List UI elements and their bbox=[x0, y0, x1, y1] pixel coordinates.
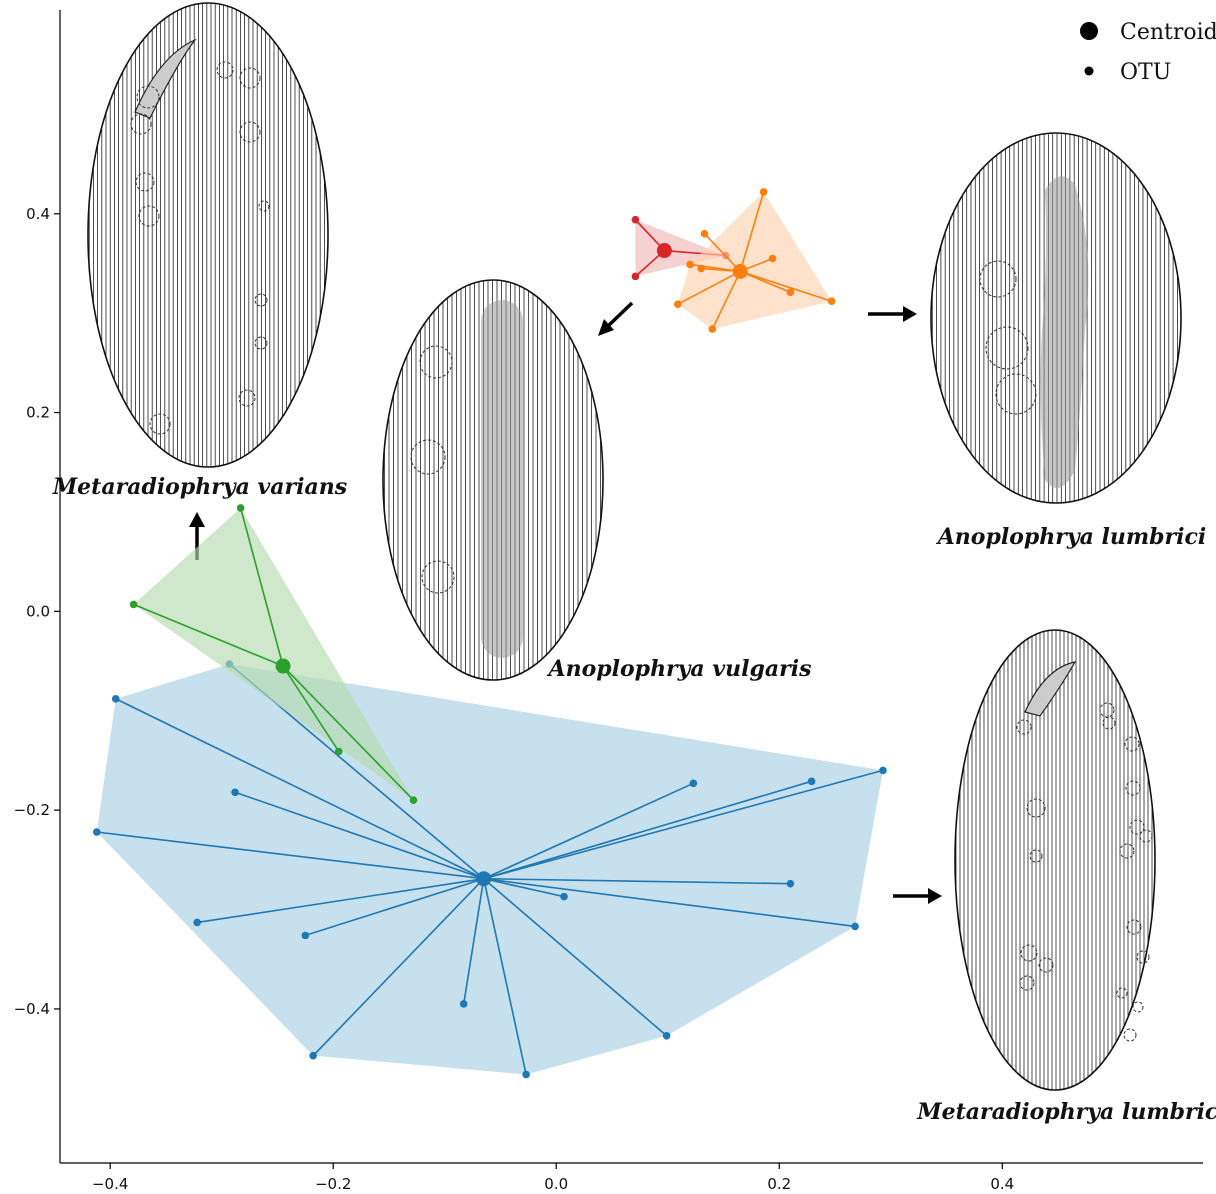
spoke-line bbox=[483, 877, 565, 898]
species-labels: Metaradiophrya varians Anoplophrya vulga… bbox=[52, 474, 1216, 1125]
spoke-line bbox=[677, 270, 741, 305]
otu-point bbox=[827, 297, 836, 306]
otu-point bbox=[786, 288, 795, 297]
cluster-hull bbox=[96, 664, 883, 1075]
x-tick-label: 0.4 bbox=[990, 1175, 1014, 1193]
spoke-line bbox=[96, 831, 484, 880]
otu-point bbox=[129, 600, 138, 609]
cluster-1 bbox=[129, 504, 418, 805]
label-anoplophrya-vulgaris: Anoplophrya vulgaris bbox=[547, 656, 812, 682]
spoke-line bbox=[482, 878, 527, 1075]
cluster-hull bbox=[635, 219, 726, 277]
otu-point bbox=[689, 779, 698, 788]
otu-point bbox=[662, 1031, 671, 1040]
spoke-line bbox=[282, 665, 415, 801]
otu-point bbox=[522, 1070, 530, 1079]
otu-point bbox=[193, 918, 201, 927]
spoke-line bbox=[197, 877, 484, 924]
otu-point bbox=[786, 879, 795, 888]
otu-point bbox=[111, 695, 120, 703]
centroid-point bbox=[656, 243, 672, 259]
otu-point bbox=[851, 922, 859, 931]
x-tick-label: −0.4 bbox=[92, 1175, 128, 1193]
spoke-line bbox=[483, 877, 791, 885]
x-tick-label: 0.0 bbox=[544, 1175, 568, 1193]
otu-point bbox=[768, 254, 777, 263]
y-tick-label: 0.2 bbox=[26, 404, 50, 422]
spoke-line bbox=[312, 878, 485, 1057]
spoke-line bbox=[115, 698, 485, 880]
axes: −0.4 −0.2 0.0 0.2 0.4 −0.4 −0.2 0.0 0.2 0.4 bbox=[14, 10, 1203, 1193]
spoke-line bbox=[133, 603, 284, 667]
otu-point bbox=[673, 300, 682, 309]
spoke-line bbox=[483, 878, 668, 1037]
spoke-line bbox=[483, 782, 694, 880]
otu-point bbox=[631, 272, 640, 281]
metaradiophrya-lumbrici-illustration bbox=[954, 629, 1156, 1091]
anoplophrya-vulgaris-illustration bbox=[382, 279, 604, 681]
arrow-down-left-icon bbox=[598, 301, 634, 336]
spoke-line bbox=[305, 877, 484, 937]
spoke-line bbox=[483, 877, 856, 928]
spoke-line bbox=[711, 271, 741, 330]
otu-point bbox=[459, 1000, 468, 1008]
legend-centroid-marker bbox=[1080, 22, 1098, 40]
centroid-point bbox=[732, 263, 748, 279]
otu-point bbox=[759, 188, 768, 196]
y-tick-label: −0.4 bbox=[14, 1000, 50, 1018]
spoke-line bbox=[239, 507, 284, 667]
spoke-line bbox=[462, 878, 485, 1005]
legend-centroid-label: Centroid bbox=[1120, 20, 1216, 45]
otu-point bbox=[879, 766, 887, 775]
spoke-line bbox=[483, 780, 812, 880]
otu-point bbox=[560, 892, 568, 901]
metaradiophrya-varians-illustration bbox=[87, 2, 329, 468]
otu-point bbox=[231, 788, 239, 797]
otu-point bbox=[309, 1051, 317, 1060]
centroid-point bbox=[275, 658, 291, 674]
spoke-line bbox=[703, 233, 741, 272]
spoke-line bbox=[739, 270, 832, 302]
otu-point bbox=[700, 229, 709, 238]
y-tick-label: 0.0 bbox=[26, 602, 50, 620]
otu-point bbox=[409, 796, 418, 805]
spoke-line bbox=[234, 791, 485, 880]
otu-point bbox=[708, 325, 717, 333]
arrows bbox=[189, 301, 942, 904]
legend-otu-marker bbox=[1084, 66, 1094, 76]
anoplophrya-lumbrici-illustration bbox=[930, 132, 1182, 504]
otu-point bbox=[807, 777, 816, 786]
legend-otu-label: OTU bbox=[1120, 60, 1171, 85]
x-tick-label: 0.2 bbox=[767, 1175, 791, 1193]
y-tick-label: 0.4 bbox=[26, 205, 50, 223]
legend: Centroid OTU bbox=[1080, 20, 1216, 85]
y-tick-label: −0.2 bbox=[14, 801, 50, 819]
otu-point bbox=[697, 264, 705, 273]
spoke-line bbox=[282, 665, 340, 752]
x-tick-label: −0.2 bbox=[315, 1175, 351, 1193]
arrow-right-icon bbox=[893, 888, 942, 904]
label-anoplophrya-lumbrici: Anoplophrya lumbrici bbox=[936, 524, 1207, 550]
label-metaradiophrya-varians: Metaradiophrya varians bbox=[52, 474, 347, 500]
spoke-line bbox=[483, 769, 884, 880]
otu-point bbox=[301, 931, 310, 940]
data-layer bbox=[92, 188, 887, 1079]
otu-point bbox=[686, 260, 694, 269]
otu-point bbox=[236, 504, 245, 512]
cluster-hull bbox=[677, 191, 832, 330]
label-metaradiophrya-lumbrici: Metaradiophrya lumbrici bbox=[916, 1099, 1216, 1125]
cluster-2 bbox=[631, 215, 730, 281]
otu-point bbox=[92, 828, 101, 836]
otu-point bbox=[631, 215, 640, 224]
centroid-point bbox=[476, 871, 492, 887]
arrow-right-icon bbox=[868, 306, 917, 322]
otu-point bbox=[334, 747, 343, 756]
spoke-line bbox=[739, 191, 765, 272]
cluster-0 bbox=[92, 660, 887, 1079]
cluster-3 bbox=[673, 188, 836, 333]
